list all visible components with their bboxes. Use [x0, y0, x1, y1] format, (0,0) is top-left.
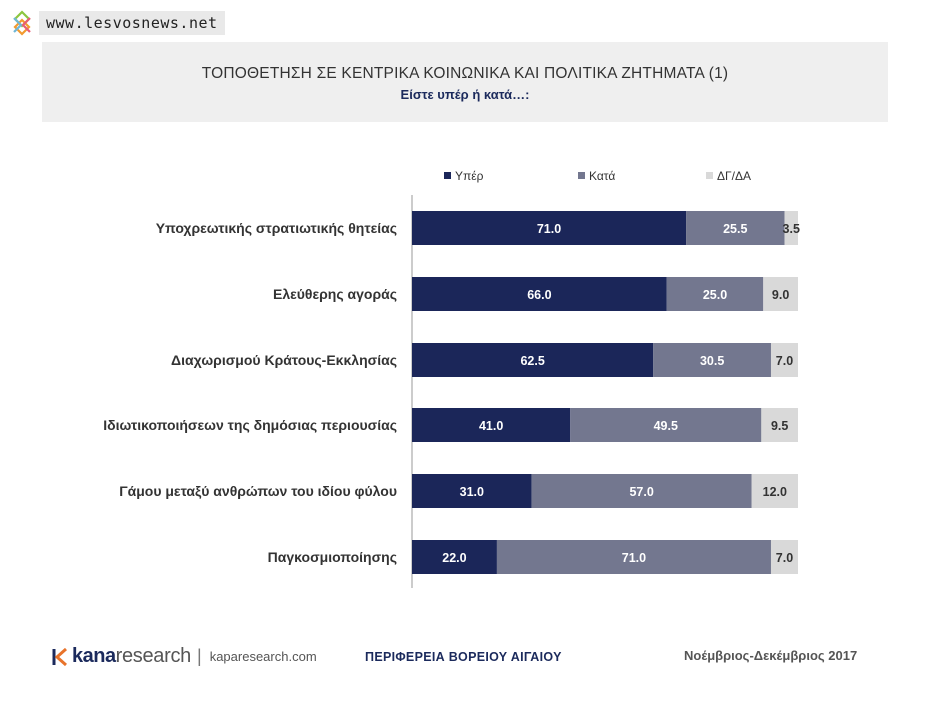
brand-separator: | — [197, 646, 202, 666]
chart-title: ΤΟΠΟΘΕΤΗΣΗ ΣΕ ΚΕΝΤΡΙΚΑ ΚΟΙΝΩΝΙΚΑ ΚΑΙ ΠΟΛ… — [201, 65, 729, 82]
data-label: 31.0 — [460, 485, 484, 499]
data-label: 66.0 — [527, 288, 551, 302]
bar-segment — [412, 540, 497, 574]
data-label: 9.5 — [771, 419, 788, 433]
lesvosnews-logo-icon — [13, 9, 31, 36]
brand-url: kaparesearch.com — [209, 649, 317, 664]
category-label: Παγκοσμιοποίησης — [268, 549, 397, 565]
legend-swatch — [706, 172, 713, 179]
bar-segment — [412, 211, 687, 245]
category-label: Διαχωρισμού Κράτους-Εκκλησίας — [171, 352, 397, 368]
bar-segment — [763, 277, 798, 311]
bar-segment — [784, 211, 798, 245]
data-label: 71.0 — [537, 222, 561, 236]
bar-segment — [412, 408, 571, 442]
bar-segment — [412, 277, 667, 311]
data-label: 3.5 — [783, 222, 800, 236]
bar-segment — [761, 408, 798, 442]
data-label: 49.5 — [654, 419, 678, 433]
stacked-bar-chart: Υπέρ Κατά ΔΓ/ΔΑ Υποχρεωτικής στρατιωτικής θ… — [103, 169, 800, 588]
brand-research: research — [115, 645, 192, 667]
kapa-research-logo: kana research | kaparesearch.com — [52, 645, 317, 668]
data-label: 57.0 — [629, 485, 653, 499]
bar-segment — [412, 343, 654, 377]
watermark-text: www.lesvosnews.net — [39, 10, 225, 35]
bar-segment — [412, 474, 532, 508]
data-label: 7.0 — [776, 551, 793, 565]
legend-label: Κατά — [589, 169, 615, 183]
chart-subtitle: Είστε υπέρ ή κατά…: — [400, 87, 530, 102]
date-label: Νοέμβριος-Δεκέμβριος 2017 — [684, 648, 858, 663]
bar-segment — [751, 474, 798, 508]
bar-segment — [531, 474, 752, 508]
data-label: 71.0 — [622, 551, 646, 565]
data-label: 9.0 — [772, 288, 789, 302]
bar-segment — [666, 277, 764, 311]
kapa-logo-icon — [52, 647, 67, 666]
category-label: Ιδιωτικοποιήσεων της δημόσιας περιουσίας — [103, 417, 397, 433]
data-label: 12.0 — [763, 485, 787, 499]
brand-kana: kana — [72, 645, 116, 667]
legend-label: ΔΓ/ΔΑ — [717, 169, 751, 183]
legend-label: Υπέρ — [455, 169, 484, 183]
data-label: 30.5 — [700, 354, 724, 368]
bar-segment — [496, 540, 771, 574]
category-label: Υποχρεωτικής στρατιωτικής θητείας — [156, 220, 397, 236]
watermark: www.lesvosnews.net — [8, 9, 225, 36]
bar-segment — [770, 343, 798, 377]
category-label: Γάμου μεταξύ ανθρώπων του ιδίου φύλου — [119, 483, 397, 499]
title-band: ΤΟΠΟΘΕΤΗΣΗ ΣΕ ΚΕΝΤΡΙΚΑ ΚΟΙΝΩΝΙΚΑ ΚΑΙ ΠΟΛ… — [42, 42, 888, 122]
data-label: 7.0 — [776, 354, 793, 368]
data-label: 22.0 — [442, 551, 466, 565]
bar-segment — [653, 343, 771, 377]
category-label: Ελεύθερης αγοράς — [273, 286, 397, 302]
bar-segment — [770, 540, 798, 574]
bar-segment — [686, 211, 785, 245]
region-label: ΠΕΡΙΦΕΡΕΙΑ ΒΟΡΕΙΟΥ ΑΙΓΑΙΟΥ — [365, 650, 562, 664]
data-label: 62.5 — [520, 354, 544, 368]
bar-segment — [570, 408, 762, 442]
legend-swatch — [578, 172, 585, 179]
legend-swatch — [444, 172, 451, 179]
data-label: 25.5 — [723, 222, 747, 236]
data-label: 25.0 — [703, 288, 727, 302]
data-label: 41.0 — [479, 419, 503, 433]
